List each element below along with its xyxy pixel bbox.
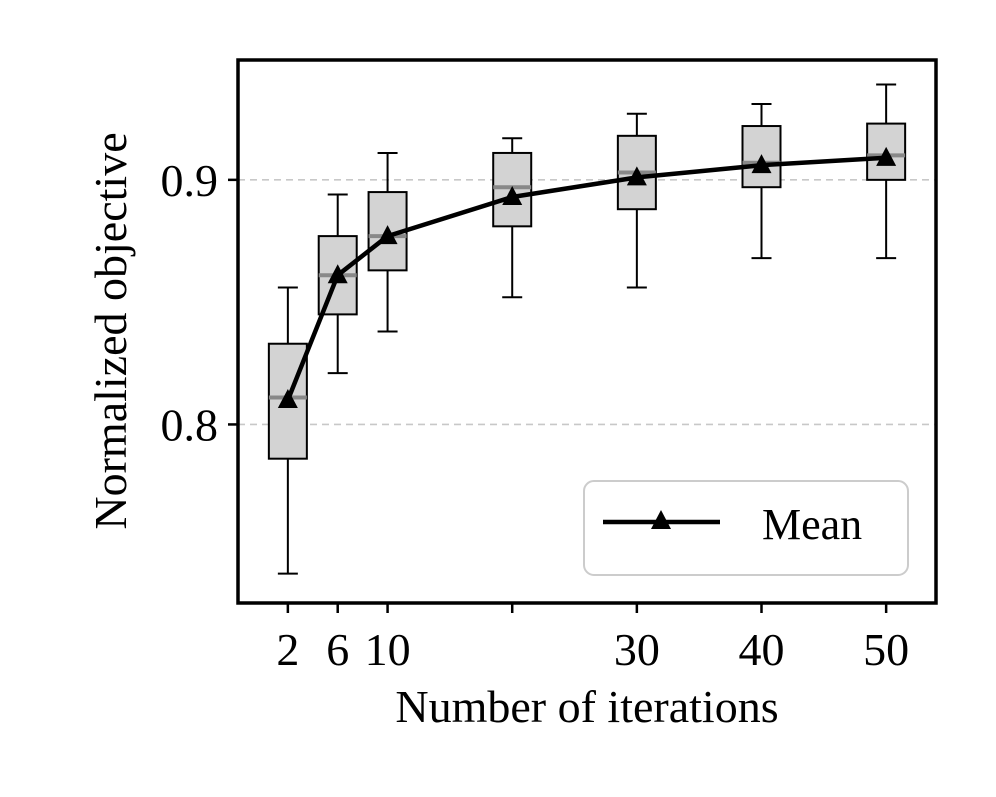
x-tick-label-6: 50 (863, 624, 909, 675)
tick-layer: 0.8 0.9 2 6 10 30 40 50 (161, 155, 910, 675)
x-axis-label: Number of iterations (395, 681, 778, 732)
box-group-30 (616, 112, 657, 289)
legend: Mean (583, 480, 909, 576)
mean-point-30 (626, 166, 647, 186)
x-tick-label-5: 40 (739, 624, 785, 675)
mean-point-2 (277, 388, 298, 408)
legend-triangle-marker (651, 510, 671, 529)
plot-frame (236, 58, 938, 605)
legend-label-mean: Mean (762, 500, 862, 549)
legend-box (583, 480, 909, 576)
x-tick-label-2: 10 (365, 624, 411, 675)
y-tick-label-1: 0.9 (161, 155, 219, 206)
y-tick-label-0: 0.8 (161, 399, 219, 450)
x-tick-label-4: 30 (614, 624, 660, 675)
x-tick-label-0: 2 (276, 624, 299, 675)
mean-point-6 (327, 264, 348, 284)
y-axis-label: Normalized objective (85, 132, 136, 529)
grid-layer (238, 179, 936, 426)
mean-point-20 (502, 185, 523, 205)
mean-point-40 (751, 154, 772, 174)
box-layer (267, 83, 907, 575)
mean-point-50 (876, 146, 897, 166)
mean-point-10 (377, 225, 398, 245)
mean-series-layer (277, 146, 897, 408)
x-tick-label-1: 6 (326, 624, 349, 675)
